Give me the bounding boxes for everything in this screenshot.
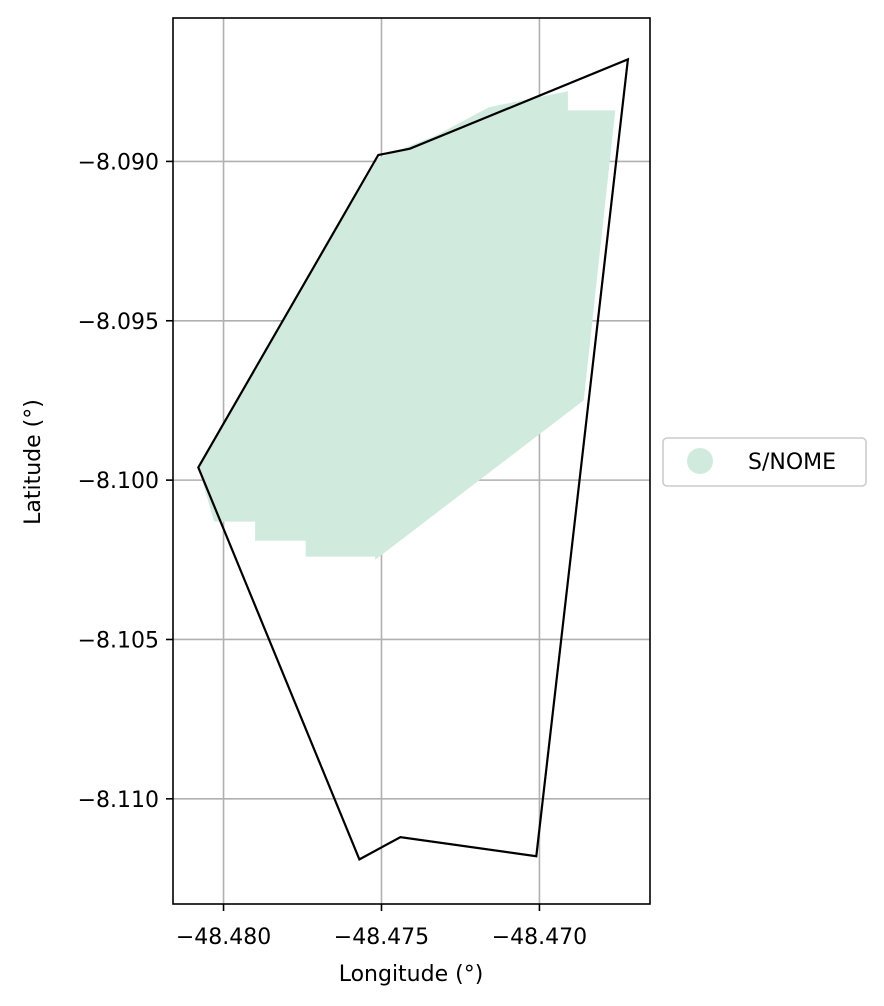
x-axis-title: Longitude (°) — [339, 962, 484, 987]
plot-frame — [172, 17, 651, 905]
legend-label: S/NOME — [748, 450, 836, 475]
x-axis: −48.480 −48.475 −48.470 — [176, 904, 587, 950]
x-tick-label: −48.470 — [492, 925, 587, 950]
boundary-layer — [197, 57, 630, 861]
map-layers — [198, 91, 616, 560]
legend: S/NOME — [662, 437, 867, 487]
boundary-outline — [197, 57, 630, 861]
y-tick-label: −8.095 — [78, 310, 159, 335]
x-tick-label: −48.475 — [334, 925, 429, 950]
x-tick-label: −48.480 — [176, 925, 271, 950]
y-tick-label: −8.105 — [78, 628, 159, 653]
legend-frame — [662, 437, 867, 487]
y-tick-label: −8.100 — [78, 469, 159, 494]
y-axis: −8.090 −8.095 −8.100 −8.105 −8.110 — [78, 150, 173, 813]
y-tick-label: −8.110 — [78, 788, 159, 813]
legend-items: S/NOME — [687, 448, 836, 475]
y-axis-title: Latitude (°) — [21, 399, 46, 525]
area-polygon — [198, 91, 616, 560]
legend-marker — [687, 448, 713, 474]
y-tick-label: −8.090 — [78, 150, 159, 175]
